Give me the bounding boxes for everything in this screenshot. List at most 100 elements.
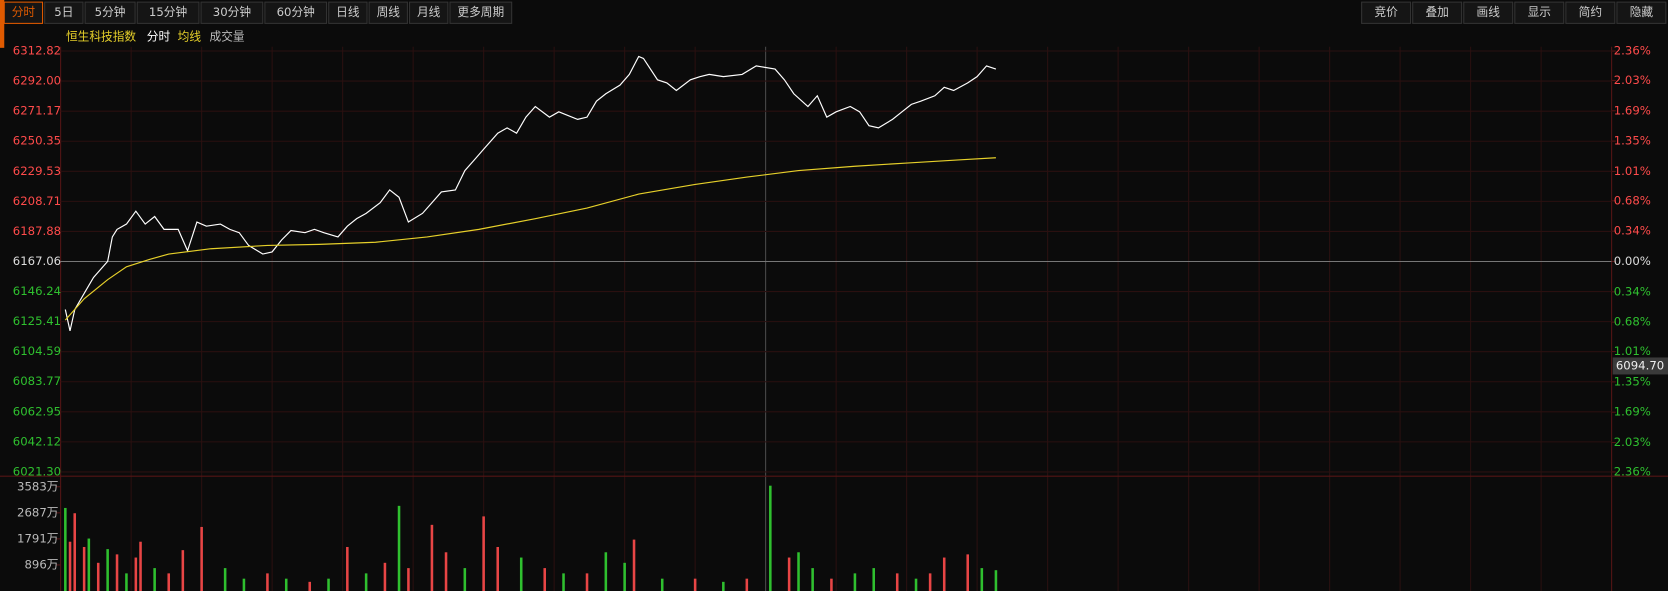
toolbar-button[interactable] — [84, 1, 136, 24]
y-tick-label: 6021.30 — [13, 464, 61, 478]
toolbar-button[interactable] — [368, 1, 408, 24]
volume-bar — [787, 557, 791, 591]
volume-bar — [623, 562, 626, 591]
toolbar-label[interactable]: 30分钟 — [213, 5, 251, 19]
volume-bar — [519, 557, 523, 591]
toolbar-label[interactable]: 叠加 — [1425, 5, 1448, 19]
toolbar-button[interactable] — [1412, 1, 1463, 24]
volume-bar — [64, 507, 67, 591]
volume-bar — [73, 513, 77, 591]
volume-bar — [496, 546, 500, 591]
volume-bar — [242, 578, 246, 591]
toolbar-button[interactable] — [1463, 1, 1514, 24]
toolbar-button[interactable] — [1616, 1, 1667, 24]
volume-bar — [364, 573, 368, 591]
volume-bar — [693, 578, 697, 591]
y2-tick-label: 2.36% — [1614, 44, 1651, 58]
y2-tick-label: 1.69% — [1614, 103, 1651, 117]
price-line — [64, 55, 997, 332]
toolbar-label[interactable]: 隐藏 — [1630, 5, 1654, 19]
y2-tick-label: 0.68% — [1614, 315, 1651, 329]
toolbar-label[interactable]: 日线 — [336, 5, 360, 19]
y2-tick-label: 1.69% — [1614, 405, 1651, 419]
volume-bar — [383, 562, 387, 591]
toolbar-button[interactable] — [449, 1, 513, 24]
price-tag-label: 6094.70 — [1616, 358, 1664, 372]
toolbar-button[interactable] — [328, 1, 368, 24]
y-tick-label: 6187.88 — [13, 224, 61, 238]
volume-bar — [632, 539, 636, 591]
volume-bar — [872, 568, 876, 591]
volume-bar — [134, 557, 138, 591]
side-marker — [0, 0, 5, 48]
y2-tick-label: 1.35% — [1614, 134, 1651, 148]
y2-tick-label: 2.03% — [1614, 435, 1651, 449]
toolbar-label[interactable]: 5分钟 — [95, 5, 126, 19]
chart-title: 恒生科技指数 — [66, 30, 136, 44]
y-tick-label: 6146.24 — [13, 284, 61, 298]
y2-tick-label: 0.34% — [1614, 284, 1651, 298]
legend-entry: 均线 — [178, 30, 202, 44]
volume-bar — [200, 526, 203, 591]
y2-tick-label: 1.01% — [1614, 344, 1651, 358]
toolbar-button[interactable] — [3, 1, 44, 24]
volume-bar — [153, 568, 156, 591]
volume-bar — [966, 554, 970, 591]
volume-bar — [769, 485, 772, 591]
volume-tick-label: 3583万 — [17, 479, 58, 493]
volume-bar — [82, 546, 86, 591]
volume-bar — [482, 516, 485, 591]
toolbar-button[interactable] — [264, 1, 328, 24]
y-tick-label: 6229.53 — [13, 164, 61, 178]
toolbar-label[interactable]: 5日 — [54, 5, 73, 19]
toolbar-button[interactable] — [136, 1, 200, 24]
y-tick-label: 6312.82 — [13, 44, 61, 58]
toolbar-button[interactable] — [1514, 1, 1565, 24]
volume-bar — [346, 546, 349, 591]
toolbar-label[interactable]: 月线 — [417, 5, 441, 19]
y2-tick-label: 0.68% — [1614, 193, 1651, 207]
toolbar-label[interactable]: 显示 — [1528, 5, 1551, 19]
toolbar-button[interactable] — [1361, 1, 1412, 24]
volume-bar — [181, 550, 185, 591]
volume-bar — [223, 568, 227, 591]
y-tick-label: 6167.06 — [13, 254, 61, 268]
volume-bar — [853, 573, 857, 591]
toolbar-button[interactable] — [44, 1, 84, 24]
toolbar-label[interactable]: 竞价 — [1374, 5, 1398, 19]
toolbar-label[interactable]: 60分钟 — [277, 5, 315, 19]
y-tick-label: 6104.59 — [13, 344, 61, 358]
y2-tick-label: 2.03% — [1614, 73, 1651, 87]
volume-bar — [139, 541, 142, 591]
y2-tick-label: 0.34% — [1614, 224, 1651, 238]
toolbar-button[interactable] — [1565, 1, 1616, 24]
volume-bar — [830, 578, 833, 591]
toolbar-label[interactable]: 更多周期 — [457, 5, 504, 19]
volume-bar — [327, 578, 330, 591]
volume-bar — [811, 568, 814, 591]
y-tick-label: 6208.71 — [13, 194, 61, 208]
y-tick-label: 6125.41 — [13, 314, 61, 328]
volume-bar — [980, 568, 984, 591]
y-tick-label: 6042.12 — [13, 434, 61, 448]
y-tick-label: 6271.17 — [13, 104, 61, 118]
toolbar-button[interactable] — [409, 1, 449, 24]
volume-bar — [96, 562, 100, 591]
volume-bar — [87, 538, 91, 591]
volume-bar — [284, 578, 288, 591]
toolbar-label[interactable]: 分时 — [12, 5, 36, 19]
toolbar-label[interactable]: 周线 — [377, 5, 401, 19]
volume-bar — [895, 573, 899, 591]
volume-bar — [430, 524, 434, 591]
toolbar-label[interactable]: 15分钟 — [149, 5, 187, 19]
volume-bar — [722, 581, 725, 591]
y2-tick-label: 1.35% — [1614, 374, 1651, 388]
price-line — [64, 157, 996, 321]
volume-bar — [125, 573, 128, 591]
volume-bar — [266, 573, 269, 591]
toolbar-button[interactable] — [200, 1, 264, 24]
toolbar-label[interactable]: 画线 — [1477, 5, 1501, 19]
toolbar-label[interactable]: 简约 — [1579, 5, 1602, 19]
